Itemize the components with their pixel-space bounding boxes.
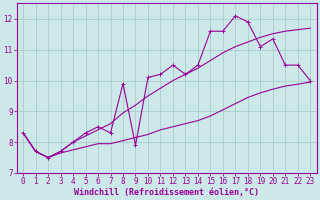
X-axis label: Windchill (Refroidissement éolien,°C): Windchill (Refroidissement éolien,°C)	[74, 188, 259, 197]
